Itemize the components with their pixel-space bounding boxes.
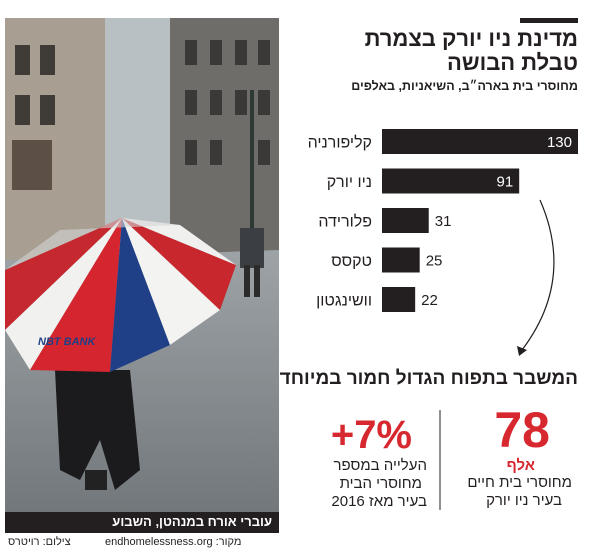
value-label: 22 — [421, 292, 438, 309]
category-label: קליפורניה — [308, 134, 372, 152]
value-label: 31 — [435, 213, 452, 230]
bar — [382, 208, 429, 233]
photo-caption: עוברי אורח במנהטן, השבוע — [112, 514, 272, 529]
stat-text: העלייה במספר — [333, 457, 427, 474]
title-rule — [520, 18, 578, 23]
stat-unit: אלף — [506, 457, 535, 474]
stat-value: +7% — [330, 413, 412, 457]
bar — [382, 168, 520, 194]
source: מקור: endhomelessness.org — [105, 536, 242, 548]
category-label: טקסס — [331, 253, 372, 270]
headline: המשבר בתפוח הגדול חמור במיוחד — [279, 368, 578, 389]
value-label: 130 — [547, 134, 572, 151]
stat-text: מחוסרי הבית — [339, 475, 422, 492]
photo-credit: צילום: רויטרס — [8, 536, 71, 548]
category-label: ניו יורק — [327, 174, 372, 191]
category-label: וושינגטון — [316, 293, 372, 310]
chart-title: מדינת ניו יורק בצמרת טבלת הבושה — [364, 26, 578, 75]
stat-text: בעיר מאז 2016 — [331, 493, 427, 510]
stat-text: מחוסרי בית חיים — [467, 474, 572, 491]
category-label: פלורידה — [318, 213, 372, 231]
bar — [382, 287, 416, 312]
chart-subtitle: מחוסרי בית בארה״ב, השיאניות, באלפים — [351, 79, 578, 93]
stat-text: בעיר ניו יורק — [486, 492, 562, 509]
arrow-head — [517, 346, 527, 356]
photo: NBT BANK — [5, 18, 279, 533]
bar — [382, 247, 420, 273]
stat-value: 78 — [494, 402, 550, 458]
bar — [382, 129, 578, 154]
umbrella-logo: NBT BANK — [38, 336, 96, 348]
arrow — [521, 199, 555, 351]
value-label: 91 — [497, 174, 514, 191]
bar-chart: קליפורניה 130 ניו יורק 91 פלורידה 31 טקסס 25 ווש… — [308, 129, 578, 312]
value-label: 25 — [426, 253, 443, 270]
